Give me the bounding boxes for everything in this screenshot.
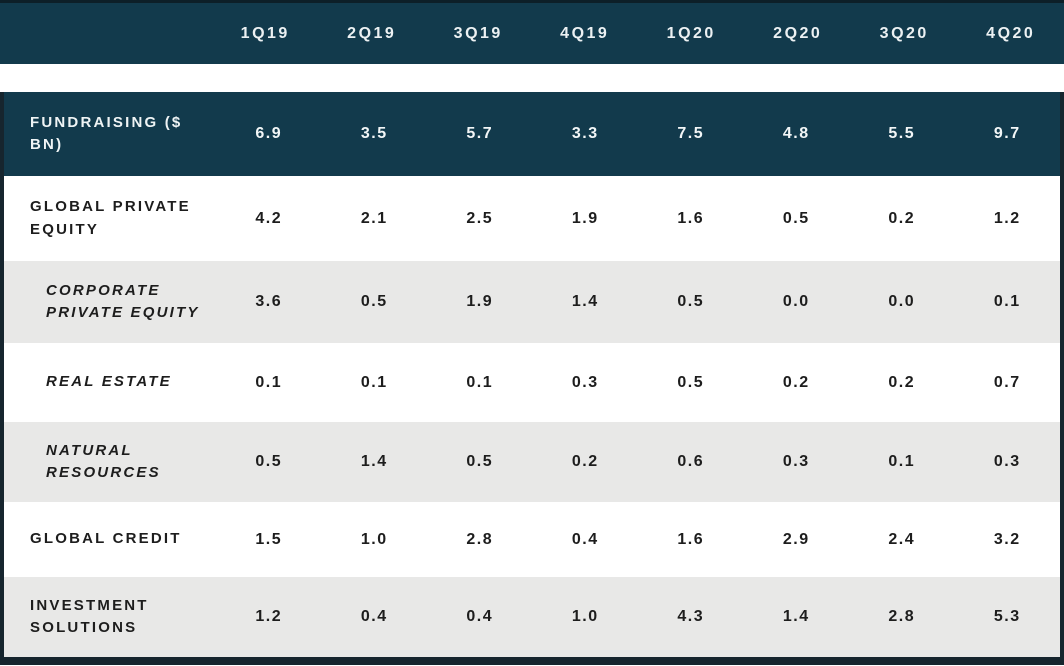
table-cell: 1.2 bbox=[255, 608, 283, 625]
column-header-2q19: 2Q19 bbox=[347, 24, 397, 42]
table-cell: 1.5 bbox=[255, 530, 283, 548]
table-cell: 1.4 bbox=[360, 453, 388, 470]
header-spacer bbox=[0, 33, 212, 34]
table-cell: 0.4 bbox=[571, 530, 599, 548]
table-cell: 0.2 bbox=[571, 453, 599, 470]
table-cell: 1.0 bbox=[571, 608, 599, 625]
table-cell: 1.4 bbox=[782, 608, 810, 625]
row-label: FUNDRAISING ($ BN) bbox=[30, 113, 183, 154]
column-header-3q19: 3Q19 bbox=[453, 24, 503, 42]
table-row-global-credit: GLOBAL CREDIT 1.5 1.0 2.8 0.4 1.6 2.9 2.… bbox=[4, 502, 1060, 577]
data-table: FUNDRAISING ($ BN) 6.9 3.5 5.7 3.3 7.5 4… bbox=[0, 92, 1064, 665]
table-cell: 0.6 bbox=[677, 453, 705, 470]
table-cell: 1.9 bbox=[466, 293, 494, 310]
table-cell: 3.2 bbox=[993, 530, 1021, 548]
column-header-3q20: 3Q20 bbox=[879, 24, 929, 42]
table-cell: 3.6 bbox=[255, 293, 283, 310]
table-row-real-estate: REAL ESTATE 0.1 0.1 0.1 0.3 0.5 0.2 0.2 … bbox=[4, 343, 1060, 422]
table-cell: 0.5 bbox=[255, 453, 283, 470]
table-cell: 6.9 bbox=[255, 125, 283, 142]
table-cell: 0.1 bbox=[360, 373, 388, 391]
table-cell: 0.1 bbox=[888, 453, 916, 470]
table-cell: 0.5 bbox=[466, 453, 494, 470]
row-label: INVESTMENT SOLUTIONS bbox=[30, 596, 149, 637]
table-cell: 2.1 bbox=[360, 209, 388, 227]
table-cell: 7.5 bbox=[677, 125, 705, 142]
column-header-4q19: 4Q19 bbox=[560, 24, 610, 42]
table-cell: 9.7 bbox=[993, 125, 1021, 142]
table-cell: 0.0 bbox=[782, 293, 810, 310]
table-cell: 2.8 bbox=[466, 530, 494, 548]
column-header-2q20: 2Q20 bbox=[773, 24, 823, 42]
table-cell: 0.5 bbox=[360, 293, 388, 310]
row-label: GLOBAL CREDIT bbox=[30, 530, 182, 548]
table-cell: 4.3 bbox=[677, 608, 705, 625]
row-label: REAL ESTATE bbox=[46, 373, 172, 391]
column-header-1q19: 1Q19 bbox=[240, 24, 290, 42]
table-cell: 0.3 bbox=[782, 453, 810, 470]
table-cell: 0.2 bbox=[782, 373, 810, 391]
row-label: GLOBAL PRIVATE EQUITY bbox=[30, 198, 191, 238]
table-cell: 0.4 bbox=[360, 608, 388, 625]
column-header-1q20: 1Q20 bbox=[666, 24, 716, 42]
table-row-fundraising-total: FUNDRAISING ($ BN) 6.9 3.5 5.7 3.3 7.5 4… bbox=[4, 92, 1060, 176]
table-cell: 2.4 bbox=[888, 530, 916, 548]
table-cell: 2.5 bbox=[466, 209, 494, 227]
header-gap bbox=[0, 64, 1064, 92]
table-cell: 0.2 bbox=[888, 373, 916, 391]
table-row-corporate-private-equity: CORPORATE PRIVATE EQUITY 3.6 0.5 1.9 1.4… bbox=[4, 261, 1060, 343]
table-cell: 1.6 bbox=[677, 209, 705, 227]
table-cell: 1.4 bbox=[571, 293, 599, 310]
table-cell: 2.9 bbox=[782, 530, 810, 548]
table-cell: 4.2 bbox=[255, 209, 283, 227]
table-row-investment-solutions: INVESTMENT SOLUTIONS 1.2 0.4 0.4 1.0 4.3… bbox=[4, 577, 1060, 657]
table-cell: 5.5 bbox=[888, 125, 916, 142]
table-cell: 0.5 bbox=[677, 373, 705, 391]
table-cell: 0.3 bbox=[571, 373, 599, 391]
table-cell: 0.4 bbox=[466, 608, 494, 625]
table-cell: 0.1 bbox=[466, 373, 494, 391]
table-cell: 4.8 bbox=[782, 125, 810, 142]
table-cell: 0.5 bbox=[782, 209, 810, 227]
row-label: CORPORATE PRIVATE EQUITY bbox=[46, 281, 200, 322]
table-cell: 5.7 bbox=[466, 125, 494, 142]
row-label: NATURAL RESOURCES bbox=[46, 441, 161, 482]
table-cell: 0.5 bbox=[677, 293, 705, 310]
table-row-global-private-equity: GLOBAL PRIVATE EQUITY 4.2 2.1 2.5 1.9 1.… bbox=[4, 176, 1060, 261]
table-row-natural-resources: NATURAL RESOURCES 0.5 1.4 0.5 0.2 0.6 0.… bbox=[4, 422, 1060, 502]
table-cell: 3.3 bbox=[571, 125, 599, 142]
table-cell: 0.1 bbox=[255, 373, 283, 391]
table-cell: 5.3 bbox=[993, 608, 1021, 625]
table-cell: 0.1 bbox=[993, 293, 1021, 310]
table-cell: 1.9 bbox=[571, 209, 599, 227]
table-cell: 0.2 bbox=[888, 209, 916, 227]
column-header-4q20: 4Q20 bbox=[986, 24, 1036, 42]
table-cell: 1.0 bbox=[360, 530, 388, 548]
table-cell: 1.2 bbox=[993, 209, 1021, 227]
table-cell: 0.3 bbox=[993, 453, 1021, 470]
column-header-band: 1Q19 2Q19 3Q19 4Q19 1Q20 2Q20 3Q20 4Q20 bbox=[0, 0, 1064, 64]
table-cell: 2.8 bbox=[888, 608, 916, 625]
table-cell: 1.6 bbox=[677, 530, 705, 548]
table-cell: 3.5 bbox=[360, 125, 388, 142]
table-cell: 0.0 bbox=[888, 293, 916, 310]
table-cell: 0.7 bbox=[993, 373, 1021, 391]
